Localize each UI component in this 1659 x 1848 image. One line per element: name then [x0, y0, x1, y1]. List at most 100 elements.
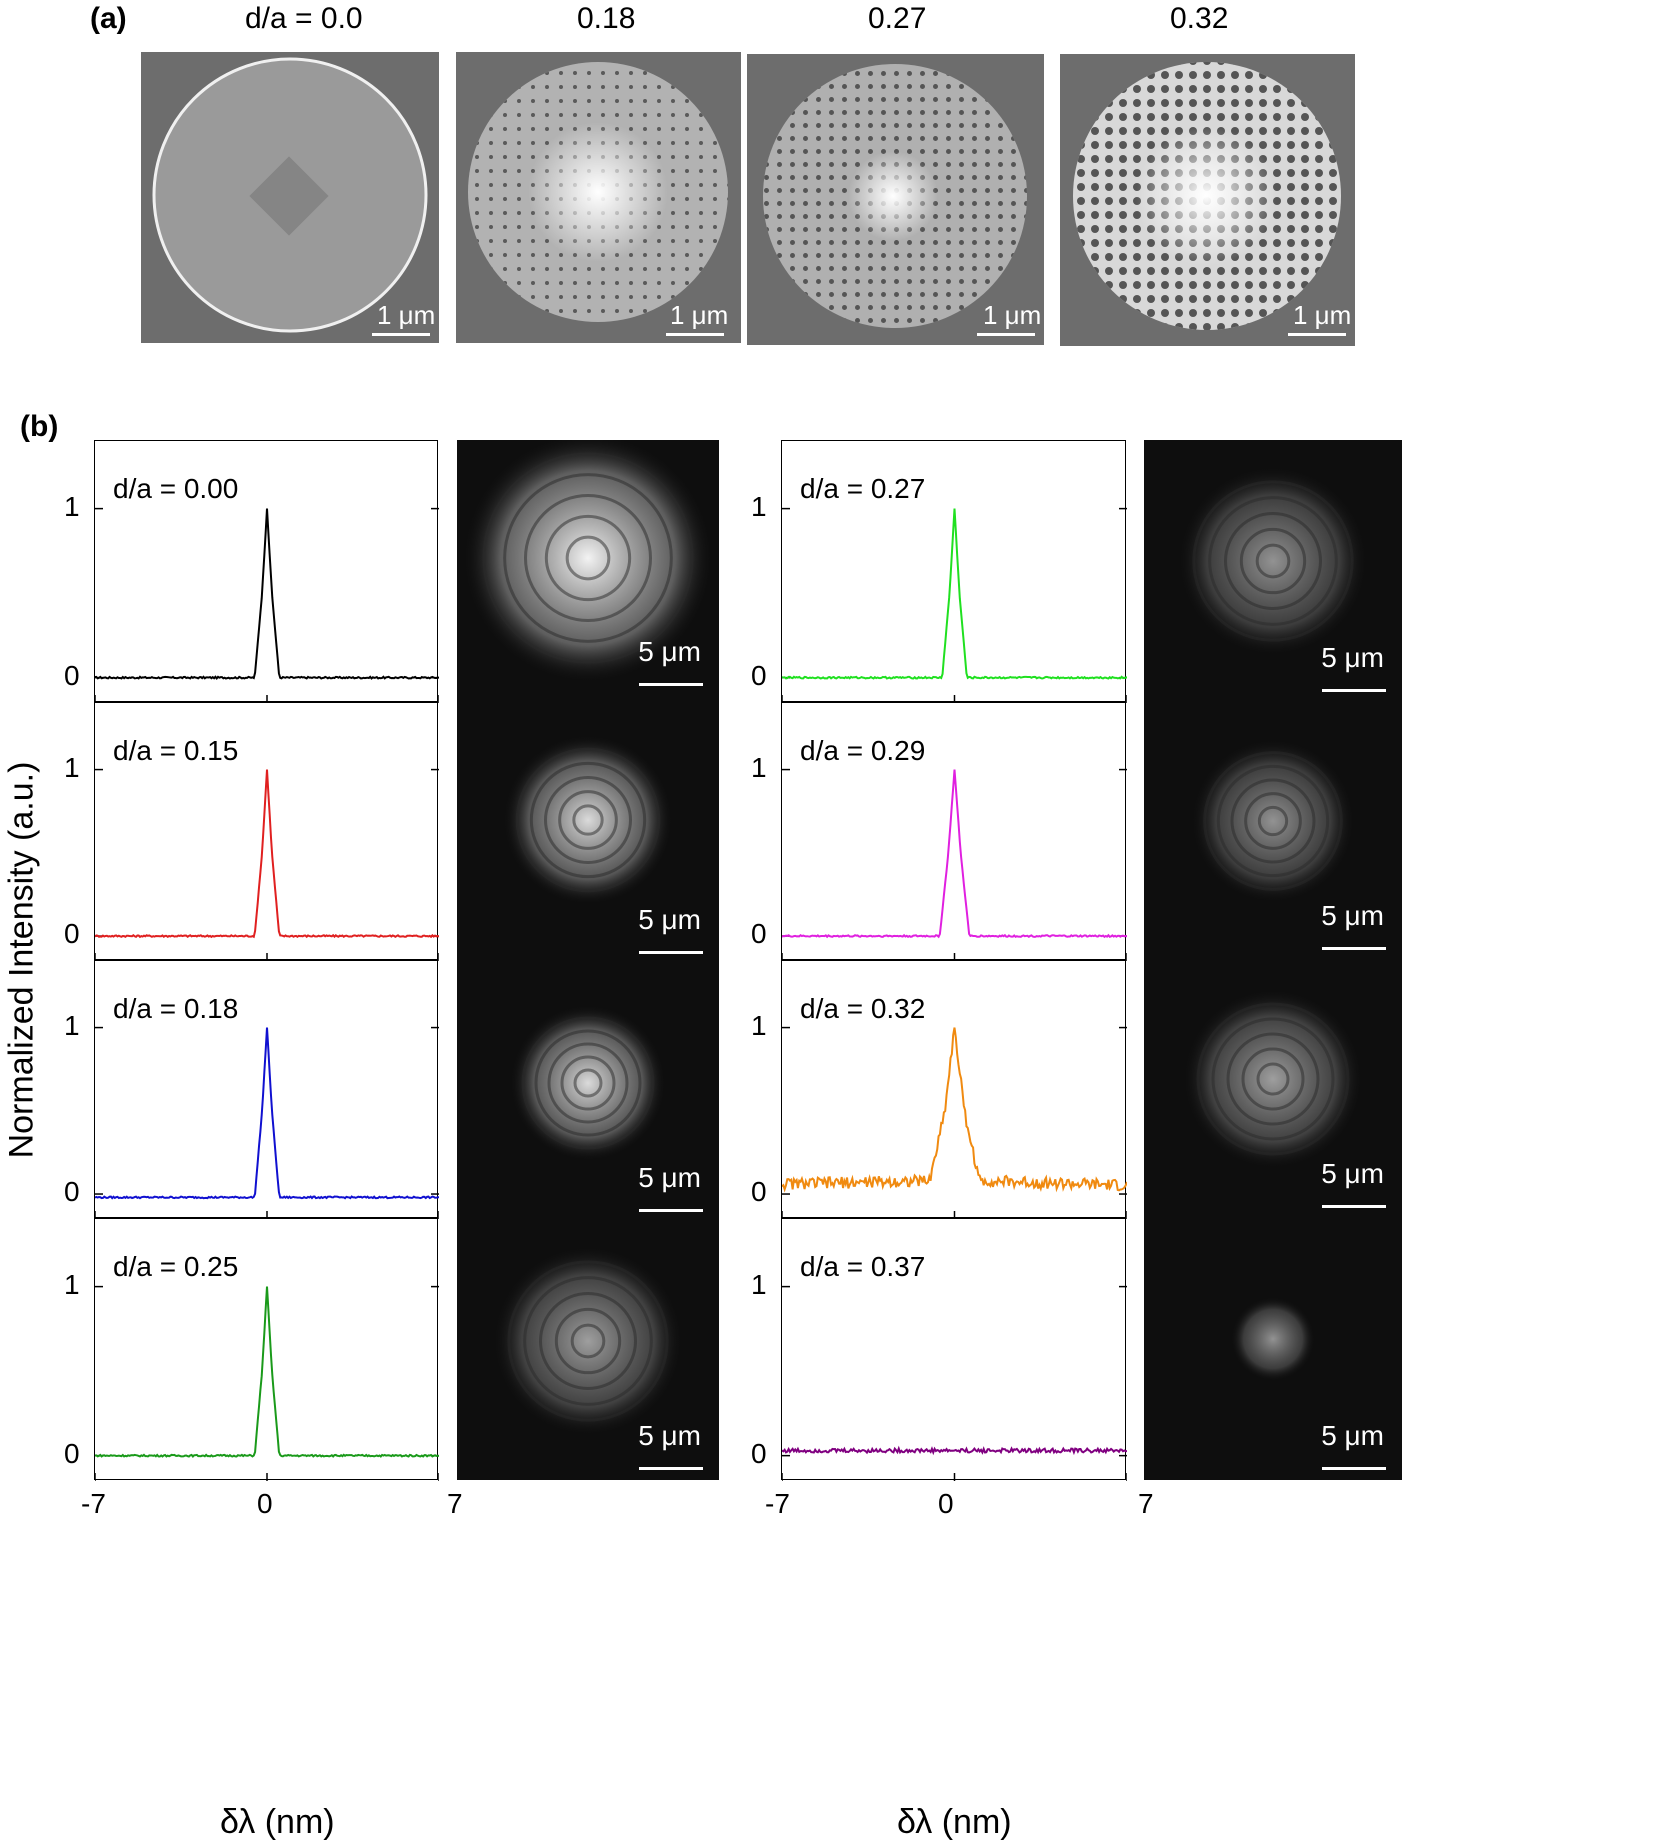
mode-scale-label: 5 μm [1321, 900, 1384, 931]
mode-fringe [503, 473, 673, 643]
y-tick-label: 0 [751, 1437, 767, 1469]
y-tick-label: 1 [64, 751, 80, 783]
mode-fringe [572, 804, 604, 836]
mode-fringe [1230, 778, 1316, 864]
mode-fringe [482, 452, 694, 664]
mode-scale-label: 5 μm [638, 904, 701, 935]
panel-title: d/a = 0.32 [800, 993, 926, 1024]
spectrum-line [95, 1027, 439, 1200]
y-tick-label: 0 [64, 1176, 80, 1208]
column-label-0: d/a = 0.0 [245, 2, 363, 35]
mode-scale-label: 5 μm [1321, 1420, 1384, 1451]
spectrum-svg-5 [782, 768, 1127, 961]
mode-image-1: 5 μm [457, 696, 719, 964]
panel-a-label: (a) [90, 2, 127, 35]
mode-scale-label: 5 μm [638, 636, 701, 667]
mode-glow [1183, 989, 1363, 1169]
spectrum-svg-0 [95, 507, 439, 703]
y-tick-label: 0 [751, 918, 767, 950]
mode-fringe [1256, 1062, 1290, 1096]
mode-scale-label: 5 μm [638, 1162, 701, 1193]
mode-fringe [1211, 1017, 1335, 1141]
spectrum-panel-5: d/a = 0.29 [781, 702, 1127, 961]
mode-glow [510, 1005, 666, 1161]
mode-fringe [1196, 1002, 1350, 1156]
mode-fringe [1226, 1032, 1320, 1126]
y-tick-label: 1 [64, 490, 80, 522]
mode-fringe [1244, 792, 1302, 850]
y-tick-label: 1 [751, 1268, 767, 1300]
mode-scale-bar [639, 1467, 703, 1470]
x-axis-title-right: δλ (nm) [897, 1803, 1012, 1841]
spectrum-panel-6: d/a = 0.32 [781, 960, 1127, 1219]
x-axis-title-left: δλ (nm) [220, 1803, 335, 1841]
spectrum-line [782, 1445, 1127, 1456]
sem-scale-bar-3 [1288, 333, 1346, 336]
mode-fringe [1203, 751, 1343, 891]
spectrum-svg-2 [95, 1026, 439, 1219]
mode-fringe [534, 1029, 642, 1137]
spectrum-line [782, 1027, 1127, 1193]
sem-image-2 [747, 54, 1044, 345]
panel-title: d/a = 0.29 [800, 735, 926, 766]
sem-image-3 [1060, 54, 1355, 346]
mode-fringe [524, 494, 652, 622]
mode-scale-bar [639, 951, 703, 954]
mode-scale-bar [1322, 1467, 1386, 1470]
column-label-2: 0.27 [868, 2, 927, 35]
mode-fringe [565, 535, 611, 581]
mode-fringe [558, 790, 618, 850]
spectrum-panel-3: d/a = 0.25 [94, 1218, 439, 1481]
spectrum-svg-7 [782, 1285, 1127, 1481]
y-tick-label: 1 [64, 1009, 80, 1041]
spectrum-line [95, 769, 439, 939]
spectrum-panel-0: d/a = 0.00 [94, 440, 439, 703]
y-tick-label: 0 [751, 659, 767, 691]
column-label-1: 0.18 [577, 2, 636, 35]
mode-image-0: 5 μm [457, 440, 719, 696]
mode-fringe [570, 1323, 606, 1359]
sem-scale-label-3: 1 μm [1293, 300, 1352, 330]
mode-glow [1178, 466, 1368, 656]
mode-fringe [1224, 512, 1322, 610]
panel-title: d/a = 0.25 [113, 1251, 239, 1282]
mode-fringe [1239, 527, 1307, 595]
spectrum-svg-3 [95, 1285, 439, 1481]
spectrum-line [782, 508, 1127, 680]
x-tick-right-7: 7 [1138, 1488, 1154, 1519]
spectrum-svg-4 [782, 507, 1127, 703]
mode-image-3: 5 μm [457, 1222, 719, 1480]
panel-title: d/a = 0.18 [113, 993, 239, 1024]
mode-fringe [547, 1042, 629, 1124]
sem-scale-bar-2 [977, 333, 1035, 336]
mode-fringe [1216, 764, 1330, 878]
mode-fringe [539, 1292, 637, 1390]
y-tick-label: 0 [751, 1176, 767, 1208]
spectrum-line [95, 508, 439, 681]
mode-fringe [554, 1307, 622, 1375]
mode-image-5: 5 μm [1144, 702, 1402, 960]
mode-fringe [1208, 496, 1338, 626]
panel-title: d/a = 0.37 [800, 1251, 926, 1282]
x-tick-left-0: 0 [257, 1488, 273, 1519]
spectrum-panel-1: d/a = 0.15 [94, 702, 439, 961]
sem-scale-bar-0 [372, 333, 430, 336]
y-tick-label: 1 [751, 1009, 767, 1041]
mode-glow [1231, 1297, 1315, 1381]
mode-fringe [544, 776, 632, 864]
panel-title: d/a = 0.00 [113, 473, 239, 504]
sem-image-0 [141, 52, 439, 343]
mode-glow [493, 1246, 683, 1436]
panel-b-label: (b) [20, 410, 59, 443]
mode-scale-bar [639, 1209, 703, 1212]
mode-image-2: 5 μm [457, 964, 719, 1222]
sem-scale-label-0: 1 μm [377, 300, 436, 330]
sem-scale-label-1: 1 μm [670, 300, 729, 330]
mode-glow [1191, 739, 1355, 903]
mode-fringe [573, 1068, 603, 1098]
mode-fringe [1255, 543, 1291, 579]
mode-scale-bar [1322, 1205, 1386, 1208]
x-tick-left-7: 7 [447, 1488, 463, 1519]
y-tick-label: 1 [64, 1268, 80, 1300]
